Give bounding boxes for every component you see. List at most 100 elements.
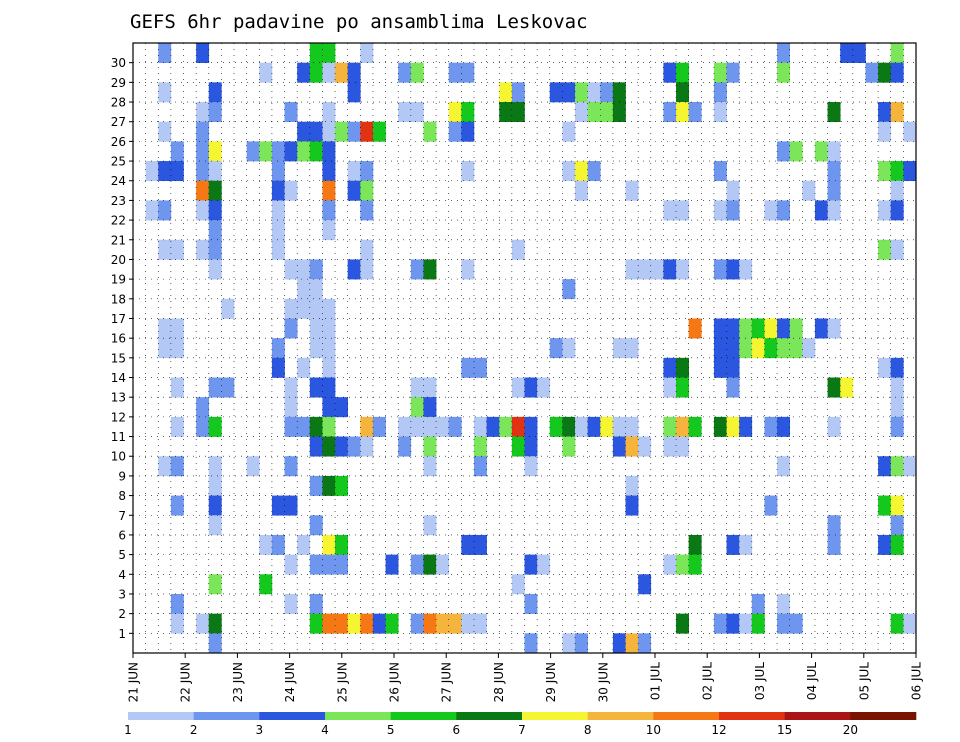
heat-cell xyxy=(196,613,210,634)
heat-cell xyxy=(612,436,626,457)
x-tick-label: 22 JUN xyxy=(179,662,193,702)
heat-cell xyxy=(562,161,576,182)
heat-cell xyxy=(473,357,487,378)
heat-cell xyxy=(524,416,538,437)
heat-cell xyxy=(473,416,487,437)
heat-cell xyxy=(638,633,652,654)
heat-cell xyxy=(764,416,778,437)
heat-cell xyxy=(297,298,311,319)
heat-cell xyxy=(827,102,841,123)
heat-cell xyxy=(360,416,374,437)
heat-cell xyxy=(309,338,323,359)
heat-cell xyxy=(827,161,841,182)
heat-cell xyxy=(284,377,298,398)
y-tick-label: 18 xyxy=(111,292,126,306)
heat-cell xyxy=(903,456,917,477)
y-tick-label: 8 xyxy=(118,489,126,503)
y-tick-label: 25 xyxy=(111,155,126,169)
heat-cell xyxy=(751,318,765,339)
chart-title: GEFS 6hr padavine po ansamblima Leskovac xyxy=(130,11,588,33)
heat-cell xyxy=(777,613,791,634)
heat-cell xyxy=(271,161,285,182)
x-tick-label: 04 JUL xyxy=(805,662,819,700)
heat-cell xyxy=(398,436,412,457)
heat-cell xyxy=(726,62,740,83)
y-tick-label: 1 xyxy=(118,627,126,641)
y-tick-label: 3 xyxy=(118,587,126,601)
heat-cell xyxy=(360,239,374,260)
heat-cell xyxy=(486,416,500,437)
heat-cell xyxy=(777,416,791,437)
cell-layer xyxy=(145,43,917,654)
heat-cell xyxy=(903,121,917,142)
y-tick-label: 22 xyxy=(111,214,126,228)
heat-cell xyxy=(423,613,437,634)
heat-cell xyxy=(713,200,727,221)
x-tick-label: 03 JUL xyxy=(753,662,767,700)
heat-cell xyxy=(145,200,159,221)
heat-cell xyxy=(158,239,172,260)
heat-cell xyxy=(423,121,437,142)
heat-cell xyxy=(158,456,172,477)
heat-cell xyxy=(322,141,336,162)
heat-cell xyxy=(221,298,235,319)
heat-cell xyxy=(764,338,778,359)
y-tick-label: 21 xyxy=(111,233,126,247)
heat-cell xyxy=(284,141,298,162)
heat-cell xyxy=(878,161,892,182)
heat-cell xyxy=(625,633,639,654)
heat-cell xyxy=(751,593,765,614)
heat-cell xyxy=(562,82,576,103)
heat-cell xyxy=(663,377,677,398)
heat-cell xyxy=(448,121,462,142)
legend-swatch xyxy=(456,712,523,720)
heat-cell xyxy=(170,416,184,437)
heat-cell xyxy=(322,554,336,575)
heat-cell xyxy=(827,141,841,162)
heat-cell xyxy=(208,82,222,103)
heat-cell xyxy=(814,318,828,339)
heat-cell xyxy=(625,416,639,437)
y-tick-label: 7 xyxy=(118,509,126,523)
heat-cell xyxy=(208,613,222,634)
heat-cell xyxy=(890,416,904,437)
heat-cell xyxy=(739,259,753,280)
heat-cell xyxy=(688,416,702,437)
heat-cell xyxy=(158,161,172,182)
y-tick-label: 28 xyxy=(111,96,126,110)
heat-cell xyxy=(473,456,487,477)
y-tick-label: 27 xyxy=(111,115,126,129)
heat-cell xyxy=(600,102,614,123)
heat-cell xyxy=(575,161,588,182)
heat-cell xyxy=(461,259,475,280)
heat-cell xyxy=(524,554,538,575)
heat-cell xyxy=(196,141,210,162)
plot-frame xyxy=(132,42,917,654)
heat-cell xyxy=(423,377,437,398)
heat-cell xyxy=(335,397,348,418)
heat-cell xyxy=(764,495,778,516)
heat-cell xyxy=(410,259,424,280)
heat-cell xyxy=(764,200,778,221)
heat-cell xyxy=(726,613,740,634)
x-tick-label: 06 JUL xyxy=(910,662,924,700)
heat-cell xyxy=(271,239,285,260)
heat-cell xyxy=(511,102,525,123)
heat-cell xyxy=(271,534,285,555)
heat-cell xyxy=(297,279,311,300)
heat-cell xyxy=(751,338,765,359)
heat-cell xyxy=(158,43,172,63)
heat-cell xyxy=(499,82,513,103)
y-tick-label: 23 xyxy=(111,194,126,208)
heat-cell xyxy=(575,82,588,103)
heat-cell xyxy=(170,161,184,182)
y-tick-label: 10 xyxy=(111,450,126,464)
heat-cell xyxy=(840,377,854,398)
heat-cell xyxy=(524,436,538,457)
heat-cell xyxy=(259,62,273,83)
heat-cell xyxy=(208,456,222,477)
heat-cell xyxy=(322,436,336,457)
heat-cell xyxy=(676,554,689,575)
heat-cell xyxy=(878,456,892,477)
heat-cell xyxy=(448,62,462,83)
